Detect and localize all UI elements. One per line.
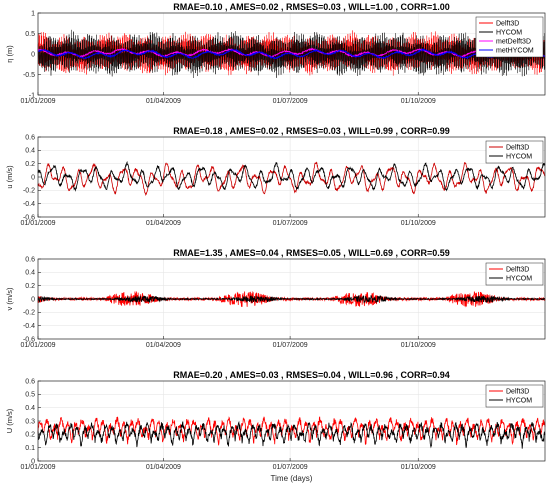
legend-label: Delft3D <box>496 20 519 27</box>
y-tick-label: 0.6 <box>25 378 35 385</box>
y-tick-label: -0.6 <box>23 214 35 221</box>
x-tick-label: 01/07/2009 <box>273 464 308 471</box>
y-tick-label: 0.2 <box>25 161 35 168</box>
legend-label: HYCOM <box>506 275 532 282</box>
x-tick-label: 01/04/2009 <box>146 98 181 105</box>
series-line-hycom <box>37 294 546 304</box>
legend: Delft3D HYCOM metDelft3D metHYCOM <box>475 16 544 58</box>
y-tick-label: -0.5 <box>23 72 35 79</box>
panel-1: -1 -0.5 0 0.5 1 01/01/2009 01/04/2009 01/07/200… <box>5 2 546 105</box>
legend-label: HYCOM <box>506 153 532 160</box>
y-tick-label: 0.2 <box>25 283 35 290</box>
y-tick-label: 0.1 <box>25 445 35 452</box>
panel-title: RMAE=0.10 , AMES=0.02 , RMSES=0.03 , WIL… <box>173 2 450 12</box>
y-tick-label: 0.6 <box>25 134 35 141</box>
y-tick-label: 0 <box>31 296 35 303</box>
panel-2: -0.6 -0.4 -0.2 0 0.2 0.4 0.6 01/01/2009 01/04/20… <box>5 126 546 227</box>
legend-label: Delft3D <box>506 388 529 395</box>
legend-label: metHYCOM <box>496 47 534 54</box>
panel-title: RMAE=0.20 , AMES=0.03 , RMSES=0.04 , WIL… <box>173 370 450 380</box>
y-tick-label: -0.4 <box>23 323 35 330</box>
y-tick-label: 0.5 <box>25 392 35 399</box>
y-tick-label: 1 <box>31 10 35 17</box>
y-axis-label: u (m/s) <box>5 165 14 189</box>
y-tick-label: 0.3 <box>25 418 35 425</box>
legend-label: Delft3D <box>506 144 529 151</box>
y-tick-label: 0 <box>31 458 35 465</box>
legend: Delft3D HYCOM <box>485 384 544 408</box>
legend-label: Delft3D <box>506 266 529 273</box>
y-tick-label: 0.4 <box>25 405 35 412</box>
panel-3: -0.6 -0.4 -0.2 0 0.2 0.4 0.6 01/01/2009 01/04/20… <box>5 248 546 349</box>
x-tick-label: 01/07/2009 <box>273 220 308 227</box>
series-line-hycom <box>37 160 546 192</box>
y-axis-label: v (m/s) <box>5 287 14 310</box>
y-axis-label: η (m) <box>5 45 14 63</box>
x-tick-label: 01/04/2009 <box>146 464 181 471</box>
x-tick-label: 01/01/2009 <box>20 464 55 471</box>
series-line-hycom <box>37 29 546 79</box>
series-line-hycom <box>37 420 546 449</box>
x-tick-label: 01/10/2009 <box>401 342 436 349</box>
y-tick-label: 0.4 <box>25 270 35 277</box>
y-tick-label: 0 <box>31 174 35 181</box>
y-tick-label: -1 <box>29 92 35 99</box>
y-axis-label: U (m/s) <box>5 408 14 433</box>
legend: Delft3D HYCOM <box>485 140 544 164</box>
y-tick-label: -0.2 <box>23 188 35 195</box>
x-axis-label: Time (days) <box>271 474 313 483</box>
y-tick-label: -0.6 <box>23 336 35 343</box>
legend-label: HYCOM <box>496 29 522 36</box>
x-tick-label: 01/04/2009 <box>146 342 181 349</box>
series-line-delft3d <box>37 161 546 197</box>
series-line-delft3d <box>37 416 546 446</box>
x-tick-label: 01/04/2009 <box>146 220 181 227</box>
y-tick-label: 0 <box>31 51 35 58</box>
panel-title: RMAE=1.35 , AMES=0.04 , RMSES=0.05 , WIL… <box>173 248 450 258</box>
x-tick-label: 01/01/2009 <box>20 220 55 227</box>
x-tick-label: 01/07/2009 <box>273 342 308 349</box>
series-line-methycom <box>37 47 546 60</box>
x-tick-label: 01/07/2009 <box>273 98 308 105</box>
x-tick-label: 01/10/2009 <box>401 98 436 105</box>
y-tick-label: 0.5 <box>25 31 35 38</box>
x-tick-label: 01/01/2009 <box>20 98 55 105</box>
legend: Delft3D HYCOM <box>485 262 544 286</box>
legend-label: HYCOM <box>506 397 532 404</box>
x-tick-label: 01/10/2009 <box>401 220 436 227</box>
panel-title: RMAE=0.18 , AMES=0.02 , RMSES=0.03 , WIL… <box>173 126 450 136</box>
y-tick-label: -0.2 <box>23 310 35 317</box>
y-tick-label: -0.4 <box>23 201 35 208</box>
panel-4: 0 0.1 0.2 0.3 0.4 0.5 0.6 01/01/2009 01/04/2009 0… <box>5 370 546 483</box>
y-tick-label: 0.4 <box>25 148 35 155</box>
legend-label: metDelft3D <box>496 38 531 45</box>
x-tick-label: 01/10/2009 <box>401 464 436 471</box>
y-tick-label: 0.6 <box>25 256 35 263</box>
y-tick-label: 0.2 <box>25 432 35 439</box>
x-tick-label: 01/01/2009 <box>20 342 55 349</box>
